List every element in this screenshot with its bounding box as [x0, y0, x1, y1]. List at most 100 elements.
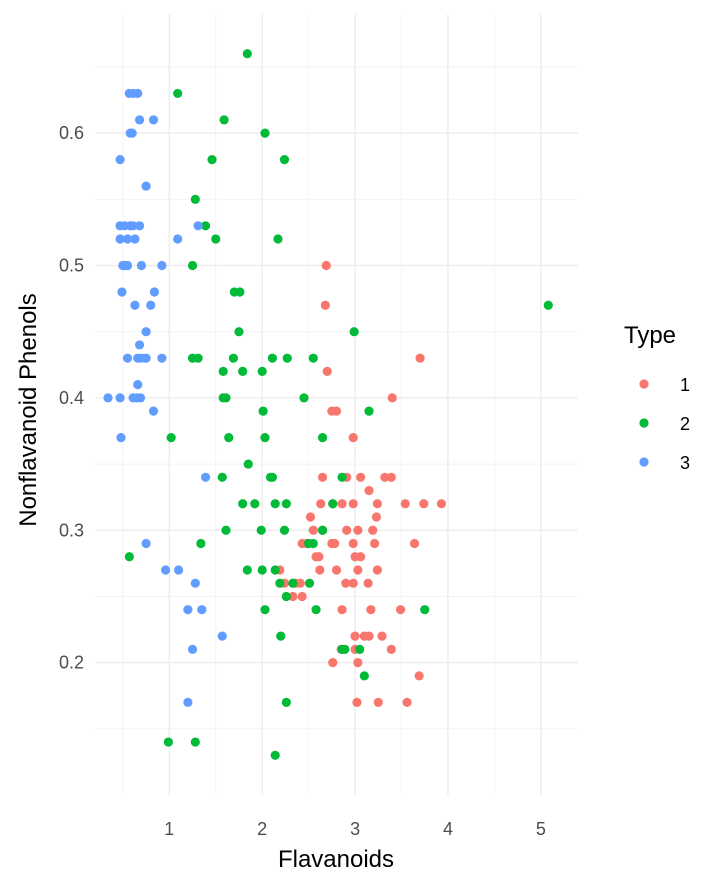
data-point-type-2	[275, 578, 285, 588]
data-point-type-2	[337, 472, 347, 482]
data-point-type-3	[130, 234, 140, 244]
data-point-type-1	[366, 605, 376, 615]
data-point-type-2	[243, 459, 253, 469]
data-point-type-2	[270, 750, 280, 760]
data-point-type-2	[224, 432, 234, 443]
data-point-type-1	[363, 578, 373, 588]
data-point-type-1	[348, 578, 358, 588]
legend-key-1	[639, 379, 649, 389]
data-point-type-3	[148, 115, 159, 125]
data-point-type-3	[190, 578, 200, 588]
data-point-type-2	[359, 671, 369, 681]
data-point-type-1	[350, 631, 360, 641]
data-point-type-1	[353, 525, 363, 535]
data-point-type-1	[364, 631, 374, 641]
data-point-type-2	[238, 499, 248, 509]
data-point-type-1	[395, 605, 406, 615]
data-point-type-2	[308, 353, 318, 363]
data-point-type-2	[281, 499, 291, 509]
data-point-type-1	[402, 697, 412, 707]
data-point-type-1	[386, 644, 396, 654]
data-point-type-2	[288, 578, 298, 588]
data-point-type-3	[122, 234, 133, 244]
data-point-type-1	[369, 538, 380, 549]
data-point-type-2	[221, 393, 231, 403]
data-point-type-1	[368, 525, 378, 535]
data-point-type-2	[260, 432, 270, 443]
data-point-type-1	[415, 353, 425, 363]
data-point-type-2	[267, 472, 278, 482]
data-point-type-1	[419, 499, 429, 509]
grid-minor	[95, 14, 578, 795]
data-point-type-2	[124, 552, 134, 562]
data-point-type-1	[377, 631, 387, 641]
data-point-type-2	[279, 525, 290, 535]
data-point-type-2	[317, 525, 328, 535]
data-point-type-2	[173, 88, 183, 99]
legend-label-2: 2	[680, 414, 690, 434]
data-point-type-1	[337, 499, 347, 509]
x-tick-label: 3	[350, 819, 360, 839]
data-point-type-2	[279, 155, 290, 165]
data-point-type-2	[260, 128, 270, 138]
data-point-type-2	[281, 697, 291, 707]
data-point-type-3	[134, 221, 145, 231]
data-point-type-1	[322, 366, 332, 377]
data-point-type-3	[173, 234, 183, 244]
data-point-type-1	[297, 538, 307, 549]
data-point-type-1	[414, 671, 424, 681]
data-point-type-1	[315, 565, 325, 575]
data-point-type-1	[348, 499, 358, 509]
data-point-type-3	[135, 393, 146, 403]
data-point-type-2	[238, 366, 248, 377]
data-point-type-3	[160, 565, 171, 575]
data-point-type-3	[141, 181, 151, 191]
x-tick-label: 5	[536, 819, 546, 839]
y-axis-ticks: 0.2 0.3 0.4 0.5 0.6	[59, 123, 84, 672]
legend-key-2	[639, 418, 649, 428]
data-point-type-1	[400, 499, 410, 509]
data-points	[103, 49, 553, 760]
x-tick-label: 2	[257, 819, 267, 839]
data-point-type-3	[141, 353, 151, 363]
data-point-type-2	[190, 737, 200, 747]
data-point-type-3	[187, 644, 198, 654]
data-point-type-1	[380, 472, 390, 482]
data-point-type-1	[409, 538, 420, 549]
data-point-type-2	[218, 366, 228, 377]
legend-label-1: 1	[680, 375, 690, 395]
data-point-type-1	[337, 605, 347, 615]
data-point-type-3	[128, 221, 138, 231]
y-tick-label: 0.4	[59, 388, 84, 408]
data-point-type-2	[273, 234, 283, 244]
x-tick-label: 4	[443, 819, 453, 839]
data-point-type-3	[127, 128, 137, 138]
data-point-type-3	[149, 287, 160, 297]
data-point-type-1	[436, 499, 447, 509]
data-point-type-2	[281, 591, 291, 602]
data-point-type-2	[256, 525, 266, 535]
data-point-type-2	[257, 366, 267, 377]
data-point-type-3	[146, 300, 156, 310]
y-tick-label: 0.5	[59, 256, 84, 276]
data-point-type-1	[328, 658, 338, 668]
data-point-type-1	[321, 260, 331, 271]
data-point-type-3	[122, 260, 133, 271]
data-point-type-3	[141, 327, 151, 337]
data-point-type-2	[258, 406, 268, 416]
x-tick-label: 1	[164, 819, 174, 839]
data-point-type-1	[348, 432, 358, 443]
data-point-type-3	[103, 393, 113, 403]
data-point-type-2	[270, 565, 280, 575]
legend-label-3: 3	[680, 453, 690, 473]
data-point-type-3	[116, 432, 126, 443]
data-point-type-1	[353, 565, 363, 575]
y-tick-label: 0.2	[59, 653, 84, 673]
data-point-type-2	[270, 499, 280, 509]
data-point-type-2	[349, 327, 359, 337]
data-point-type-1	[331, 565, 342, 575]
data-point-type-3	[173, 565, 184, 575]
data-point-type-2	[207, 155, 217, 165]
data-point-type-1	[353, 658, 363, 668]
